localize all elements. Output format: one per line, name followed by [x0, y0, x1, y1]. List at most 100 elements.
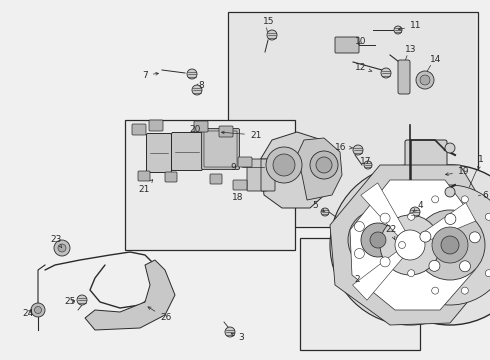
Text: 13: 13 [405, 45, 416, 54]
FancyBboxPatch shape [149, 120, 163, 131]
Circle shape [380, 213, 390, 223]
Circle shape [354, 221, 365, 231]
Circle shape [432, 287, 439, 294]
Polygon shape [361, 183, 405, 236]
Circle shape [485, 270, 490, 277]
Circle shape [441, 236, 459, 254]
Circle shape [321, 208, 329, 216]
Circle shape [395, 230, 425, 260]
Circle shape [77, 295, 87, 305]
Text: 17: 17 [360, 158, 371, 166]
Circle shape [445, 143, 455, 153]
FancyBboxPatch shape [132, 124, 146, 135]
Circle shape [316, 157, 332, 173]
Text: 22: 22 [385, 225, 396, 240]
Text: 7: 7 [142, 71, 158, 80]
Text: 25: 25 [64, 297, 75, 306]
Circle shape [394, 26, 402, 34]
Polygon shape [350, 180, 475, 310]
Circle shape [445, 187, 455, 197]
Text: 2: 2 [354, 275, 360, 284]
Circle shape [420, 231, 431, 242]
Bar [228, 12, 478, 227]
Circle shape [420, 75, 430, 85]
Circle shape [398, 242, 406, 248]
Circle shape [310, 151, 338, 179]
Circle shape [408, 270, 415, 277]
Circle shape [445, 213, 456, 225]
Bar [300, 238, 420, 350]
Circle shape [415, 210, 485, 280]
Circle shape [348, 210, 408, 270]
Circle shape [273, 154, 295, 176]
Circle shape [31, 303, 45, 317]
Circle shape [429, 260, 440, 271]
Circle shape [330, 165, 490, 325]
Text: 4: 4 [413, 201, 424, 212]
Circle shape [432, 227, 468, 263]
Text: 3: 3 [231, 333, 244, 342]
FancyBboxPatch shape [335, 37, 359, 53]
Circle shape [461, 196, 468, 203]
Text: 21: 21 [138, 180, 153, 194]
Circle shape [410, 207, 420, 217]
Circle shape [416, 71, 434, 89]
Polygon shape [330, 165, 490, 325]
Polygon shape [85, 260, 175, 330]
Text: 9: 9 [230, 162, 236, 171]
Text: 20: 20 [189, 126, 201, 135]
Circle shape [187, 69, 197, 79]
Text: 10: 10 [355, 37, 367, 46]
Circle shape [192, 85, 202, 95]
FancyBboxPatch shape [138, 171, 150, 181]
FancyBboxPatch shape [219, 126, 233, 137]
Text: 15: 15 [263, 18, 274, 27]
Text: 11: 11 [398, 22, 421, 31]
FancyBboxPatch shape [233, 180, 247, 190]
FancyBboxPatch shape [147, 134, 172, 172]
Circle shape [380, 215, 440, 275]
Circle shape [432, 196, 439, 203]
FancyBboxPatch shape [210, 174, 222, 184]
Text: 5: 5 [312, 201, 324, 212]
FancyBboxPatch shape [201, 129, 240, 170]
Circle shape [361, 223, 395, 257]
Circle shape [267, 30, 277, 40]
Polygon shape [297, 138, 342, 200]
Polygon shape [260, 132, 334, 208]
Text: 21: 21 [221, 130, 261, 139]
Text: 8: 8 [198, 81, 204, 90]
FancyBboxPatch shape [165, 172, 177, 182]
FancyBboxPatch shape [398, 60, 410, 94]
Circle shape [381, 68, 391, 78]
FancyBboxPatch shape [247, 159, 267, 191]
Text: 26: 26 [148, 307, 171, 323]
Circle shape [396, 235, 406, 245]
Circle shape [460, 261, 470, 272]
Polygon shape [353, 252, 403, 300]
Circle shape [266, 147, 302, 183]
FancyBboxPatch shape [261, 159, 275, 191]
Bar [230, 14, 476, 225]
FancyBboxPatch shape [405, 140, 447, 200]
Text: 16: 16 [335, 143, 352, 152]
Text: 23: 23 [50, 235, 62, 247]
FancyBboxPatch shape [238, 157, 252, 167]
FancyBboxPatch shape [194, 121, 208, 132]
Circle shape [408, 213, 415, 220]
Circle shape [469, 232, 480, 243]
FancyBboxPatch shape [172, 132, 202, 171]
Circle shape [370, 165, 490, 325]
Circle shape [58, 244, 66, 252]
Circle shape [225, 327, 235, 337]
Text: 12: 12 [355, 63, 372, 72]
Text: 19: 19 [445, 167, 469, 176]
Circle shape [380, 257, 390, 267]
Circle shape [336, 198, 420, 282]
Polygon shape [420, 203, 476, 242]
Circle shape [390, 185, 490, 305]
Text: 6: 6 [482, 190, 488, 199]
Circle shape [353, 145, 363, 155]
Bar [125, 120, 295, 250]
Circle shape [370, 232, 386, 248]
